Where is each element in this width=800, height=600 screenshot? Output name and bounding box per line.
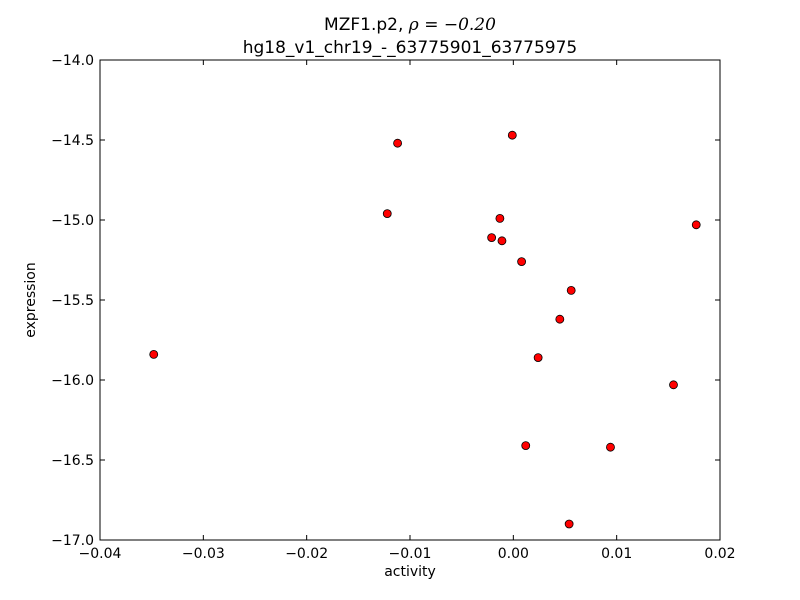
data-point — [555, 314, 565, 324]
y-tick-label: −16.5 — [51, 453, 94, 469]
y-tick-label: −15.0 — [51, 213, 94, 229]
chart-title-rho-symbol: ρ — [408, 15, 419, 35]
data-point — [691, 220, 701, 230]
data-points — [149, 130, 701, 529]
x-tick-label: 0.00 — [498, 546, 529, 562]
plot-area — [99, 59, 721, 541]
x-tick-label: −0.04 — [79, 546, 122, 562]
data-point — [507, 130, 517, 140]
y-tick-label: −14.0 — [51, 53, 94, 69]
chart-title-line1: MZF1.p2, ρ = −0.20 — [324, 15, 496, 35]
y-tick-label: −15.5 — [51, 293, 94, 309]
data-point — [566, 285, 576, 295]
x-axis-ticks: −0.04 −0.03 −0.02 −0.01 0.00 0.01 0.02 — [79, 60, 736, 562]
x-tick-label: 0.01 — [601, 546, 632, 562]
data-point — [497, 236, 507, 246]
chart-title-rho-value: = −0.20 — [424, 15, 496, 35]
data-point — [495, 213, 505, 223]
chart-title-line2: hg18_v1_chr19_-_63775901_63775975 — [243, 38, 578, 58]
x-axis-label: activity — [384, 564, 436, 580]
data-point — [606, 442, 615, 452]
data-point — [149, 349, 159, 359]
y-axis-label: expression — [23, 262, 39, 338]
data-point — [521, 441, 531, 451]
data-point — [517, 257, 526, 267]
y-tick-label: −16.0 — [51, 373, 94, 389]
chart-title-prefix: MZF1.p2, — [324, 15, 409, 35]
x-tick-label: −0.03 — [182, 546, 225, 562]
x-tick-label: −0.01 — [389, 546, 432, 562]
data-point — [669, 380, 678, 390]
x-tick-label: −0.02 — [285, 546, 328, 562]
y-axis-ticks: −14.0 −14.5 −15.0 −15.5 −16.0 −16.5 −17.0 — [51, 53, 720, 549]
y-tick-label: −14.5 — [51, 133, 94, 149]
data-point — [564, 519, 574, 529]
data-point — [533, 353, 543, 363]
data-point — [393, 138, 403, 148]
x-tick-label: 0.02 — [704, 546, 735, 562]
data-point — [382, 209, 392, 219]
data-point — [487, 233, 497, 243]
y-tick-label: −17.0 — [51, 533, 94, 549]
